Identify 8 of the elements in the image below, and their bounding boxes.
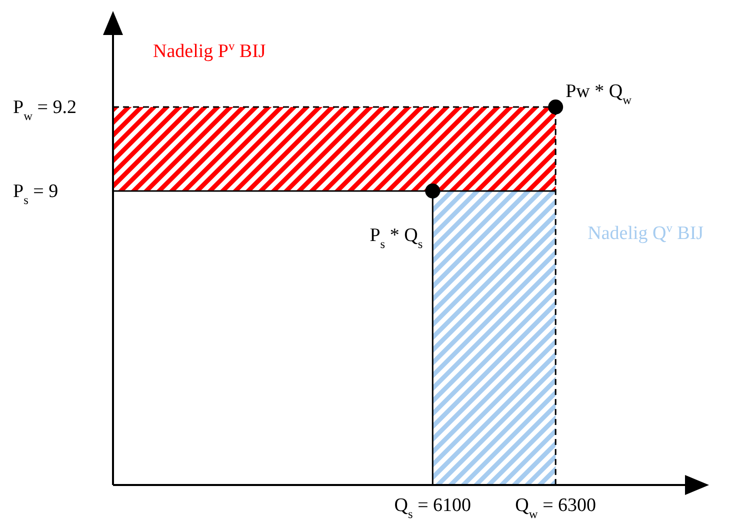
annotation: Pw * Q$_{w}$ xyxy=(566,81,632,107)
x-tick-label: Q$_{s}$ = 6100 xyxy=(394,495,472,521)
band-label: Nadelig P$^{v}$ BIJ xyxy=(153,39,266,62)
annotation: P$_{s}$ * Q$_{s}$ xyxy=(370,225,423,251)
y-tick-label: P$_{w}$ = 9.2 xyxy=(13,97,76,123)
band-label: Nadelig Q$^{v}$ BIJ xyxy=(588,221,704,244)
y-tick-label: P$_{s}$ = 9 xyxy=(13,181,58,207)
x-tick-label: Q$_{w}$ = 6300 xyxy=(515,495,596,521)
